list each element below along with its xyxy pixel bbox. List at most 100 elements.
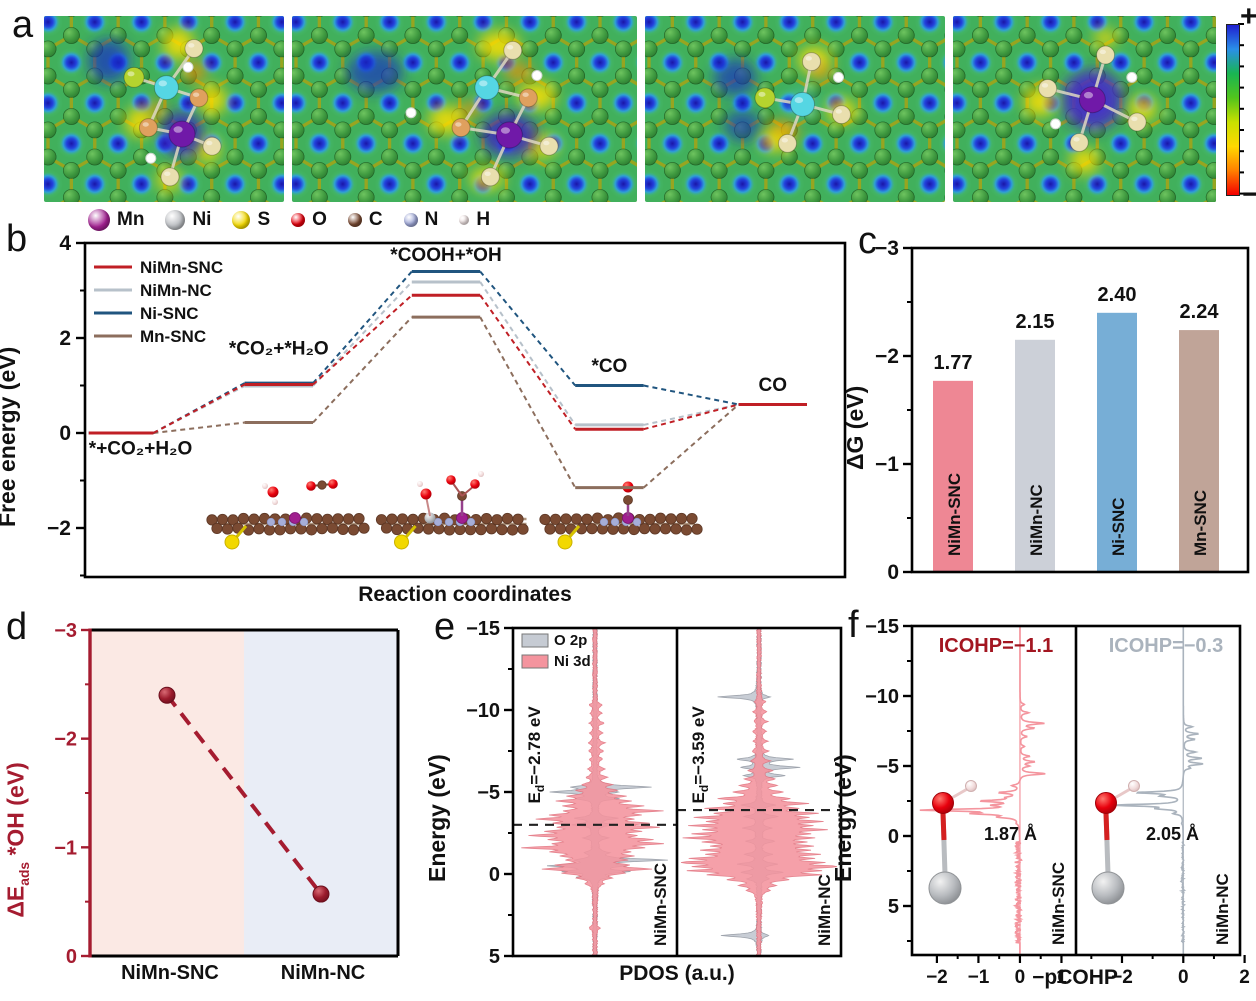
- atom-highlight: [500, 127, 510, 134]
- slab-carbon: [248, 513, 260, 525]
- o-sphere: [1095, 792, 1117, 814]
- carbon-atom: [1023, 16, 1031, 17]
- carbon-atom: [44, 40, 57, 58]
- atom-highlight: [173, 126, 183, 133]
- subpanel-label: NiMn-NC: [1213, 873, 1232, 945]
- pi-density-spot: [1082, 169, 1113, 199]
- slab-carbon: [691, 523, 703, 535]
- pi-density-spot: [304, 128, 335, 159]
- legend-swatch-o2p: [521, 633, 549, 648]
- carbon-atom: [591, 27, 609, 44]
- pi-density-spot: [266, 169, 284, 199]
- energy-connector: [479, 281, 577, 426]
- carbon-atom: [715, 16, 723, 17]
- carbon-atom: [971, 189, 989, 202]
- pi-density-spot: [867, 16, 898, 37]
- pi-density-spot: [468, 16, 499, 37]
- bar-value-label: 2.15: [1016, 311, 1055, 333]
- pi-density-spot: [704, 128, 735, 159]
- carbon-atom: [427, 40, 445, 58]
- carbon-atom: [897, 81, 915, 98]
- pcohp-curve: [919, 626, 1046, 954]
- y-tick-label: 4: [59, 232, 71, 255]
- pi-density-spot: [774, 169, 805, 199]
- d-category-nimn-snc: NiMn-SNC: [121, 962, 219, 984]
- oh-o: [420, 488, 432, 500]
- carbon-atom: [757, 27, 775, 44]
- carbon-atom: [645, 148, 658, 166]
- y-tick-label: −5: [477, 782, 500, 804]
- pi-density-spot: [561, 16, 592, 37]
- carbon-atom: [976, 16, 985, 17]
- pi-density-spot: [1012, 128, 1043, 159]
- carbon-atom: [62, 81, 80, 98]
- carbon-atom: [687, 148, 705, 166]
- carbon-atom: [663, 162, 681, 179]
- pi-density-spot: [608, 16, 637, 37]
- b-y-axis-title: Free energy (eV): [0, 346, 20, 527]
- slab-carbon: [654, 512, 667, 524]
- ni-sphere: [1091, 871, 1125, 905]
- energy-connector: [312, 281, 413, 387]
- pi-density-spot: [266, 16, 284, 37]
- slab-carbon: [316, 523, 328, 535]
- atom-highlight: [455, 122, 462, 127]
- bar: [1179, 330, 1219, 572]
- atom-legend-label: Mn: [117, 209, 145, 230]
- free-energy-diagram: 4 2 0 −2 NiMn-SNC NiMn-NC Ni-SNC Mn-SNC *+CO₂+H₂…: [47, 232, 847, 579]
- atom-highlight: [1131, 116, 1138, 122]
- pi-density-spot: [561, 169, 592, 199]
- mn-atom-icon: [88, 209, 110, 231]
- slab-nitrogen: [433, 517, 443, 527]
- bar-value-label: 2.40: [1098, 284, 1137, 306]
- pi-density-spot: [914, 169, 945, 199]
- pi-density-spot: [397, 47, 428, 78]
- carbon-atom: [953, 67, 966, 85]
- carbon-atom: [404, 27, 422, 44]
- carbon-atom: [254, 16, 263, 17]
- energy-connector: [643, 403, 739, 431]
- carbon-atom: [804, 27, 822, 44]
- atom-legend-item-N: N: [403, 209, 438, 231]
- bar: [933, 380, 973, 572]
- carbon-atom: [1065, 27, 1083, 44]
- carbon-atom: [203, 189, 221, 202]
- site-atom: [168, 120, 196, 148]
- pi-density-spot: [797, 128, 828, 159]
- pi-density-spot: [243, 128, 274, 159]
- atom-legend-label: C: [368, 209, 383, 230]
- charge-cloud: [1093, 28, 1118, 49]
- carbon-atom: [663, 189, 681, 202]
- pi-density-spot: [421, 169, 452, 199]
- subpanel-label: NiMn-NC: [815, 874, 834, 946]
- y-tick-label: −15: [466, 618, 500, 640]
- carbon-atom: [292, 121, 305, 139]
- slab-ni: [424, 512, 436, 524]
- pi-density-spot: [727, 16, 758, 37]
- bg-right: [244, 630, 398, 956]
- carbon-atom: [310, 189, 328, 202]
- carbon-atom: [921, 40, 939, 58]
- dg-bar-chart: 1.77 NiMn-SNC 2.15 NiMn-NC 2.40 Ni-SNC 2.24 Mn-…: [875, 237, 1250, 584]
- atom-legend-label: H: [476, 209, 491, 230]
- carbon-atom: [86, 121, 104, 139]
- carbon-atom: [757, 189, 775, 202]
- pi-density-spot: [56, 128, 87, 159]
- pi-density-spot: [561, 88, 592, 118]
- carbon-atom: [921, 67, 939, 85]
- carbon-atom: [273, 67, 284, 85]
- pi-density-spot: [397, 128, 428, 159]
- site-atom: [202, 136, 222, 156]
- slab-carbon: [649, 523, 661, 535]
- carbon-atom: [44, 67, 57, 85]
- carbon-atom: [663, 108, 681, 125]
- carbon-atom: [614, 121, 632, 139]
- carbon-atom: [161, 16, 169, 17]
- carbon-atom: [226, 148, 244, 166]
- carbon-atom: [668, 16, 677, 17]
- pi-density-spot: [292, 169, 311, 199]
- carbon-atom: [334, 121, 352, 139]
- atom-legend-item-S: S: [232, 209, 270, 231]
- pi-density-spot: [891, 47, 922, 78]
- b-axes-box: [83, 241, 847, 579]
